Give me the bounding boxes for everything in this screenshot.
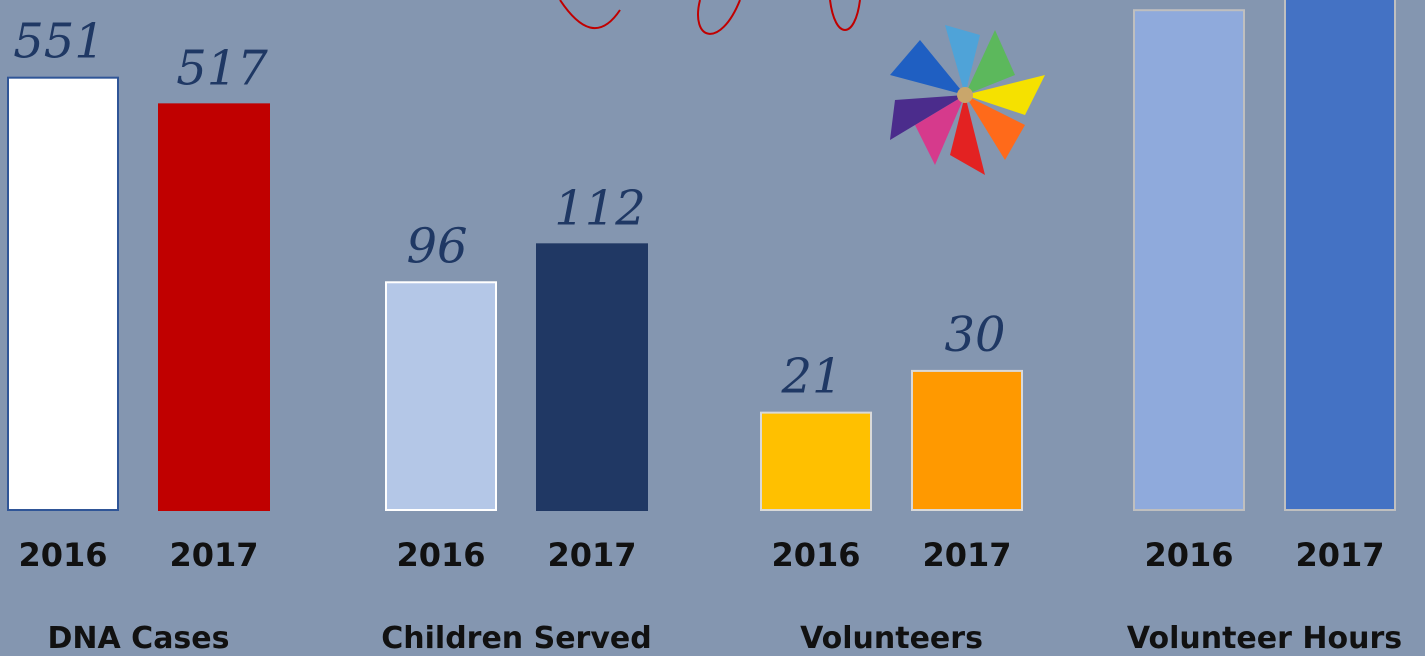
group-title: Volunteer Hours <box>1127 621 1402 656</box>
value-label: 96 <box>406 218 467 274</box>
bar <box>8 78 118 510</box>
x-tick-label: 2017 <box>922 536 1011 574</box>
page: 551 2016 517 2017 DNA Cases 96 2016 112 2017 Chil… <box>0 0 1425 656</box>
bar <box>1134 10 1244 510</box>
bar <box>912 371 1022 510</box>
x-tick-label: 2016 <box>1144 536 1233 574</box>
bar <box>159 104 269 510</box>
group-title: Volunteers <box>800 621 983 656</box>
value-label: 112 <box>554 180 646 236</box>
value-label: 517 <box>176 40 268 96</box>
bar <box>386 282 496 510</box>
x-tick-label: 2016 <box>771 536 860 574</box>
value-label: 551 <box>13 14 105 70</box>
value-label: 21 <box>780 349 842 405</box>
bar <box>537 244 647 510</box>
bar <box>1285 0 1395 510</box>
bar <box>761 413 871 510</box>
value-label: 30 <box>944 307 1005 363</box>
infographic: 551 2016 517 2017 DNA Cases 96 2016 112 2017 Chil… <box>0 0 1425 656</box>
x-tick-label: 2017 <box>547 536 636 574</box>
x-tick-label: 2017 <box>1295 536 1384 574</box>
x-tick-label: 2016 <box>18 536 107 574</box>
group-title: Children Served <box>381 621 651 656</box>
x-tick-label: 2016 <box>396 536 485 574</box>
group-title: DNA Cases <box>48 621 230 656</box>
x-tick-label: 2017 <box>169 536 258 574</box>
